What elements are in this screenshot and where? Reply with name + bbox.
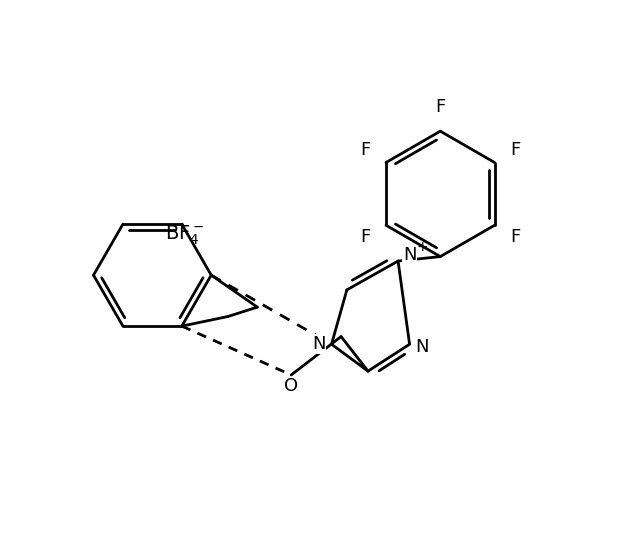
Text: F: F	[360, 228, 370, 247]
Text: F: F	[511, 141, 521, 159]
Text: F: F	[435, 98, 445, 116]
Text: F: F	[511, 228, 521, 247]
Text: F: F	[360, 141, 370, 159]
Text: +: +	[417, 240, 428, 254]
Text: BF$_4^-$: BF$_4^-$	[164, 224, 204, 247]
Text: N: N	[403, 245, 417, 264]
Text: N: N	[312, 335, 326, 353]
Text: N: N	[415, 338, 429, 356]
Text: O: O	[284, 378, 298, 395]
